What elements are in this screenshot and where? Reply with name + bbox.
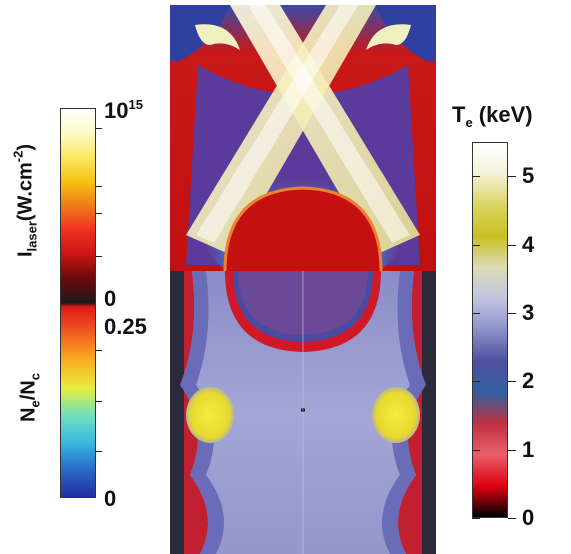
temperature-tick (508, 518, 516, 519)
temperature-tick-label: 0 (522, 505, 535, 530)
laser-density-colorbar (60, 108, 96, 498)
temperature-tick (508, 449, 516, 451)
temperature-tick-label: 1 (522, 436, 535, 462)
temperature-tick-inner (472, 312, 480, 314)
temperature-tick-inner (472, 244, 480, 246)
left-bar-laser-zero-label: 0 (104, 286, 117, 311)
left-bar-tick (96, 186, 102, 187)
laser-intensity-panel (170, 5, 436, 295)
temperature-tick (508, 312, 516, 314)
left-bar-tick (96, 213, 102, 215)
left-bar-density-max-label: 0.25 (104, 314, 147, 339)
temperature-tick-inner (472, 518, 480, 519)
left-bar-density-zero-label: 0 (104, 486, 117, 511)
temperature-tick-inner (472, 449, 480, 451)
left-bar-max-label: 1015 (104, 97, 143, 123)
electron-temperature-panel (170, 271, 436, 554)
temperature-tick-inner (472, 381, 480, 383)
temperature-tick-inner (472, 176, 480, 178)
density-ratio-axis-label: Ne/Nc (17, 373, 43, 422)
temperature-title: Te (keV) (452, 102, 533, 130)
temperature-tick (508, 381, 516, 383)
left-bar-tick (96, 127, 102, 129)
left-bar-tick (96, 256, 102, 258)
temperature-tick-label: 4 (522, 231, 535, 257)
simulation-map (170, 5, 436, 554)
temperature-tick-label: 2 (522, 368, 535, 394)
left-bar-tick (96, 451, 102, 453)
left-bar-tick (96, 400, 102, 402)
laser-intensity-axis-label: Ilaser(W.cm-2) (10, 143, 40, 258)
temperature-tick-label: 3 (522, 299, 535, 325)
left-bar-tick (96, 349, 102, 351)
temperature-tick (508, 244, 516, 246)
temperature-colorbar (472, 142, 508, 518)
temperature-tick-label: 5 (522, 163, 535, 189)
temperature-tick (508, 176, 516, 178)
